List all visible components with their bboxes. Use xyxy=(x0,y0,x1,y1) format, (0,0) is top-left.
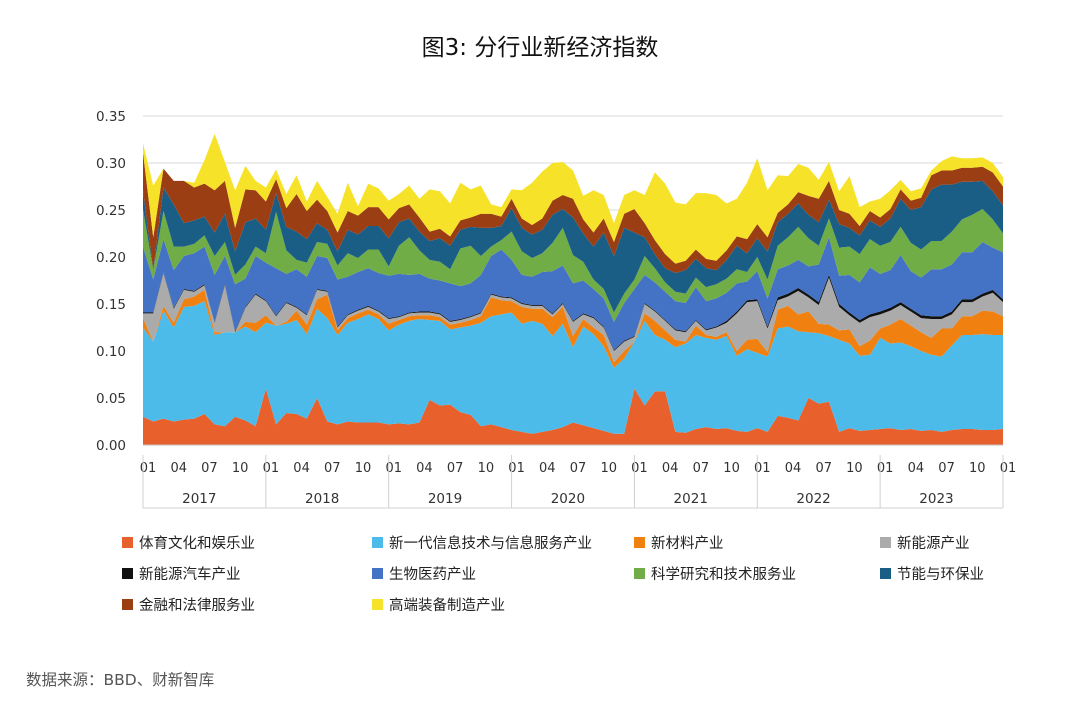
legend-label: 新能源汽车产业 xyxy=(139,567,241,583)
legend-label: 生物医药产业 xyxy=(389,567,476,583)
legend-label: 节能与环保业 xyxy=(897,567,984,583)
year-label: 2022 xyxy=(796,491,830,507)
source-note: 数据来源：BBD、财新智库 xyxy=(26,671,215,689)
legend-item: 生物医药产业 xyxy=(372,563,476,584)
x-tick-label: 04 xyxy=(416,461,433,476)
legend-swatch xyxy=(634,537,645,548)
series-area-1 xyxy=(143,301,1003,434)
x-tick-label: 01 xyxy=(754,461,771,476)
x-tick-label: 04 xyxy=(662,461,679,476)
legend-swatch xyxy=(880,568,891,579)
y-tick-label: 0.05 xyxy=(96,391,126,407)
x-tick-label: 01 xyxy=(140,461,157,476)
x-tick-label: 10 xyxy=(355,461,372,476)
x-tick-label: 01 xyxy=(385,461,402,476)
y-tick-label: 0.35 xyxy=(96,109,126,125)
series-area-2 xyxy=(143,289,1003,368)
x-tick-label: 10 xyxy=(723,461,740,476)
legend-swatch xyxy=(122,568,133,579)
x-tick-label: 04 xyxy=(170,461,187,476)
legend-item: 节能与环保业 xyxy=(880,563,984,584)
legend-label: 高端装备制造产业 xyxy=(389,598,505,614)
x-tick-label: 04 xyxy=(293,461,310,476)
x-tick-label: 01 xyxy=(1000,461,1017,476)
legend-label: 金融和法律服务业 xyxy=(139,598,255,614)
legend-swatch xyxy=(372,537,383,548)
x-tick-label: 07 xyxy=(201,461,218,476)
legend-swatch xyxy=(122,599,133,610)
x-tick-label: 10 xyxy=(478,461,495,476)
series-area-0 xyxy=(143,388,1003,445)
x-tick-label: 07 xyxy=(324,461,341,476)
x-tick-label: 07 xyxy=(570,461,587,476)
chart-title: 图3: 分行业新经济指数 xyxy=(421,35,659,61)
legend-label: 新材料产业 xyxy=(651,536,724,552)
x-tick-label: 10 xyxy=(969,461,986,476)
x-tick-label: 04 xyxy=(539,461,556,476)
y-tick-label: 0.15 xyxy=(96,297,126,313)
legend-item: 新能源汽车产业 xyxy=(122,563,241,584)
legend-label: 科学研究和技术服务业 xyxy=(651,567,796,583)
x-tick-label: 01 xyxy=(877,461,894,476)
legend-label: 新能源产业 xyxy=(897,536,970,552)
legend-swatch xyxy=(372,568,383,579)
x-tick-label: 01 xyxy=(263,461,280,476)
year-label: 2023 xyxy=(919,491,953,507)
series-area-3 xyxy=(143,272,1003,363)
x-tick-label: 10 xyxy=(600,461,617,476)
legend-label: 体育文化和娱乐业 xyxy=(139,536,255,552)
x-tick-label: 04 xyxy=(908,461,925,476)
x-tick-label: 01 xyxy=(508,461,525,476)
y-tick-label: 0.30 xyxy=(96,156,126,172)
legend-label: 新一代信息技术与信息服务产业 xyxy=(389,536,592,552)
year-label: 2018 xyxy=(305,491,339,507)
y-tick-label: 0.10 xyxy=(96,344,126,360)
x-tick-label: 07 xyxy=(693,461,710,476)
y-tick-label: 0.00 xyxy=(96,438,126,454)
x-tick-label: 07 xyxy=(447,461,464,476)
y-tick-label: 0.25 xyxy=(96,203,126,219)
legend-item: 新一代信息技术与信息服务产业 xyxy=(372,532,592,553)
legend-item: 金融和法律服务业 xyxy=(122,594,255,615)
year-label: 2020 xyxy=(551,491,585,507)
x-tick-label: 10 xyxy=(232,461,249,476)
x-tick-label: 10 xyxy=(846,461,863,476)
legend-swatch xyxy=(880,537,891,548)
legend-item: 体育文化和娱乐业 xyxy=(122,532,255,553)
legend-item: 新材料产业 xyxy=(634,532,724,553)
y-tick-label: 0.20 xyxy=(96,250,126,266)
legend-swatch xyxy=(122,537,133,548)
series-area-9 xyxy=(143,133,1003,264)
legend-swatch xyxy=(372,599,383,610)
year-label: 2017 xyxy=(182,491,216,507)
year-label: 2019 xyxy=(428,491,462,507)
legend-item: 高端装备制造产业 xyxy=(372,594,505,615)
legend-swatch xyxy=(634,568,645,579)
legend-item: 科学研究和技术服务业 xyxy=(634,563,796,584)
stacked-area-chart: 0.00 0.05 0.10 0.15 0.20 0.25 0.30 0.35 01 04 07 10… xyxy=(96,109,1017,509)
year-label: 2021 xyxy=(674,491,708,507)
x-tick-label: 07 xyxy=(815,461,832,476)
x-tick-label: 01 xyxy=(631,461,648,476)
series-area-8 xyxy=(143,152,1003,273)
x-tick-label: 07 xyxy=(938,461,955,476)
x-tick-label: 04 xyxy=(785,461,802,476)
legend-item: 新能源产业 xyxy=(880,532,970,553)
